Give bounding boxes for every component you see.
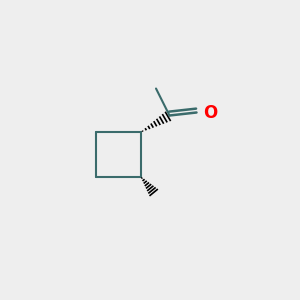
Text: O: O [203,103,218,122]
